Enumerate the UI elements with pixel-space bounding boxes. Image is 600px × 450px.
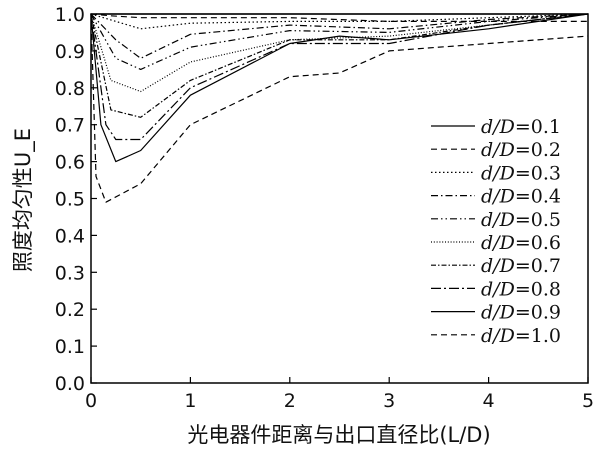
x-tick-label: 3 <box>383 390 395 412</box>
legend-label-2: d/D=0.2 <box>481 139 561 161</box>
legend-label-4: d/D=0.4 <box>481 186 561 208</box>
ticks-layer: 0.0 0.1 0.2 0.3 0.4 0.5 0.6 0.7 0.8 0.9 1.0 0 1 2 3 4 5 <box>55 4 594 412</box>
y-tick-label: 1.0 <box>55 4 85 26</box>
legend-label-7: d/D=0.7 <box>481 255 561 277</box>
series-line-8 <box>90 13 589 141</box>
x-tick-label: 4 <box>483 390 495 412</box>
legend-label-3: d/D=0.3 <box>481 162 561 184</box>
y-tick-label: 0.1 <box>55 336 85 358</box>
y-tick-label: 0.9 <box>55 41 85 63</box>
y-tick-label: 0.7 <box>55 115 85 137</box>
x-tick-label: 2 <box>284 390 296 412</box>
series-line-7 <box>90 13 589 118</box>
y-tick-label: 0.5 <box>55 189 85 211</box>
legend-label-10: d/D=1.0 <box>481 325 561 347</box>
legend-label-1: d/D=0.1 <box>481 116 561 138</box>
y-tick-label: 0.8 <box>55 78 85 100</box>
x-tick-label: 5 <box>582 390 594 412</box>
legend-label-9: d/D=0.9 <box>481 302 561 324</box>
legend-label-6: d/D=0.6 <box>481 232 561 254</box>
series-line-10 <box>90 13 589 203</box>
y-tick-label: 0.6 <box>55 152 85 174</box>
y-tick-label: 0.4 <box>55 225 85 247</box>
legend-label-8: d/D=0.8 <box>481 278 561 300</box>
y-tick-label: 0.3 <box>55 262 85 284</box>
legend-label-5: d/D=0.5 <box>481 209 561 231</box>
y-axis-title: 照度均匀性U_E <box>11 128 36 272</box>
y-tick-label: 0.2 <box>55 299 85 321</box>
series-layer <box>90 13 589 203</box>
x-axis-title: 光电器件距离与出口直径比(L/D) <box>187 423 490 447</box>
legend: d/D=0.1d/D=0.2d/D=0.3d/D=0.4d/D=0.5d/D=0… <box>431 116 561 347</box>
series-line-2 <box>90 13 588 22</box>
x-tick-label: 0 <box>85 390 97 412</box>
series-line-9 <box>90 13 589 163</box>
x-tick-label: 1 <box>184 390 196 412</box>
y-tick-label: 0.0 <box>55 373 85 395</box>
